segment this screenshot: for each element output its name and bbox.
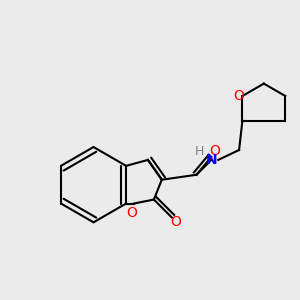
Text: O: O [170, 215, 181, 229]
Text: H: H [195, 146, 204, 158]
Text: O: O [233, 89, 244, 103]
Text: N: N [206, 153, 217, 167]
Text: O: O [209, 144, 220, 158]
Text: O: O [127, 206, 137, 220]
